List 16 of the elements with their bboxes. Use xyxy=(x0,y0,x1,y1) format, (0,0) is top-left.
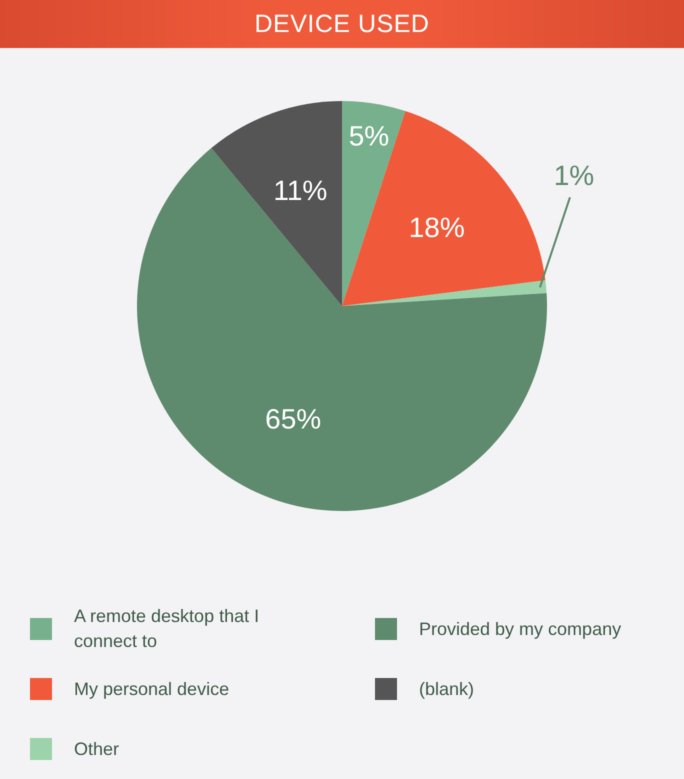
data-label: 11% xyxy=(273,174,328,206)
legend-label: Provided by my company xyxy=(419,618,622,641)
pie-slice xyxy=(137,148,547,511)
chart-title: DEVICE USED xyxy=(254,10,430,38)
data-label: 65% xyxy=(265,403,322,434)
data-label: 18% xyxy=(408,212,465,244)
pie-slice xyxy=(342,101,406,306)
legend-label: (blank) xyxy=(419,678,474,701)
pie-slice xyxy=(342,111,546,306)
legend-label: Other xyxy=(74,738,120,760)
legend-label: A remote desktop that I connect to xyxy=(74,605,260,653)
data-label: 1% xyxy=(554,160,594,191)
pie-slice xyxy=(211,101,342,306)
data-label: 5% xyxy=(348,120,390,152)
pie-slice xyxy=(342,280,547,306)
legend-label: My personal device xyxy=(74,678,230,701)
